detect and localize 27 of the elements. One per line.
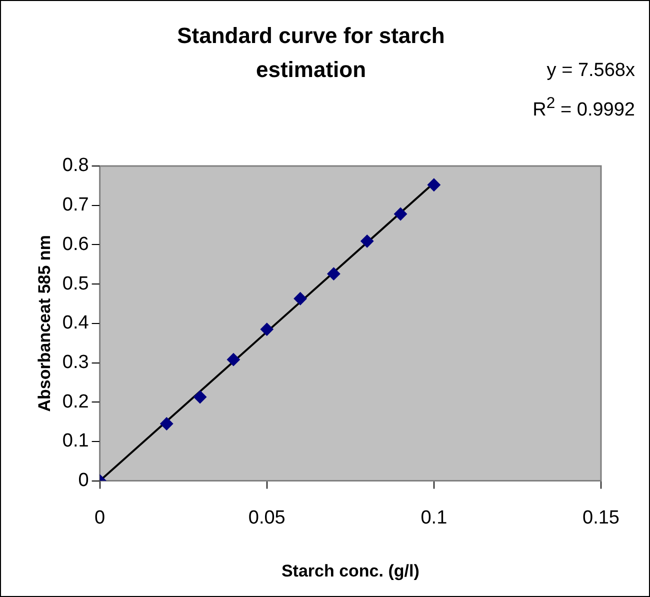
point (360, 234, 374, 248)
x-axis-title: Starch conc. (g/l) (281, 561, 420, 580)
y-tick-label: 0.3 (62, 352, 89, 373)
text: y = 7.568x (546, 59, 635, 83)
y-tick-label: 0.2 (62, 391, 89, 412)
point (226, 353, 240, 366)
x-tick-label: 0.15 (582, 507, 620, 528)
y-tick-label: 0 (78, 470, 89, 492)
point (194, 390, 207, 404)
text: R$^{2}$ = 0.9992 (532, 94, 635, 122)
point (160, 417, 174, 430)
y-tick-label: 0.4 (62, 312, 90, 334)
x-tick-label: 0.05 (248, 507, 286, 528)
y-axis-title: Absorbanceat 585 nm (34, 235, 54, 412)
y-tick-label: 0.6 (62, 234, 89, 255)
point (427, 178, 440, 192)
y-tick-label: 0.7 (62, 194, 89, 216)
y-tick-label: 0.1 (62, 430, 89, 452)
point (327, 267, 340, 280)
y-tick-label: 0.5 (62, 273, 89, 294)
point (294, 292, 307, 306)
y-tick-label: 0.8 (62, 155, 89, 176)
point (394, 208, 408, 221)
x-tick-label: 0 (94, 507, 106, 528)
x-tick-label: 0.1 (420, 507, 448, 528)
chart-title: Standard curve for starch estimation (176, 22, 446, 84)
point (260, 322, 274, 336)
